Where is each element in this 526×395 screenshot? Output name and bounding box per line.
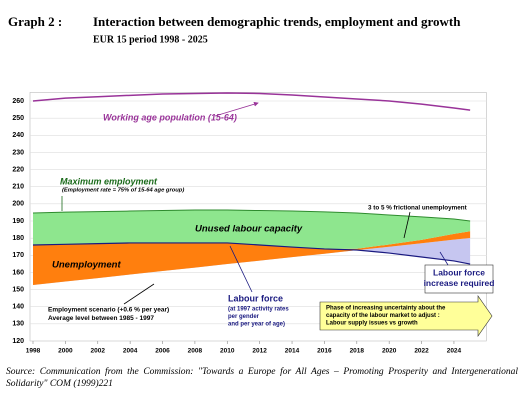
max-employment-line — [32, 209, 471, 222]
annotation: per gender — [228, 314, 260, 320]
y-tick-label: 260 — [12, 98, 24, 105]
x-tick-label: 2022 — [414, 348, 429, 355]
x-tick-label: 2014 — [285, 348, 300, 355]
annotations: Working age population (15-64) Maximum em… — [48, 112, 494, 327]
leader-line — [439, 251, 449, 266]
y-tick-label: 240 — [12, 132, 24, 139]
y-tick-label: 210 — [12, 184, 24, 191]
x-tick-label: 2008 — [188, 348, 203, 355]
x-tick-label: 2012 — [252, 348, 267, 355]
y-tick-label: 230 — [12, 149, 24, 156]
annotation: Labour force — [228, 293, 283, 303]
annotation: Unused labour capacity — [195, 224, 303, 235]
chart-label: Graph 2 : — [8, 14, 62, 29]
annotation: Labour force — [433, 267, 485, 277]
chart: Graph 2 : Interaction between demographi… — [8, 14, 494, 355]
y-tick-label: 180 — [12, 235, 24, 242]
plot-area: 120 130 140 150 160 170 180 190 200 210 220 230 240 2… — [12, 92, 487, 355]
x-tick-label: 2020 — [382, 348, 397, 355]
x-tick-label: 2000 — [58, 348, 73, 355]
y-tick-label: 170 — [12, 252, 24, 259]
annotation: (Employment rate = 75% of 15-64 age grou… — [62, 188, 184, 194]
annotation: Unemployment — [52, 260, 121, 271]
x-tick-label: 1998 — [26, 348, 41, 355]
annotation: (at 1997 activity rates — [228, 307, 289, 313]
annotation: 3 to 5 % frictional unemployment — [368, 205, 468, 212]
unused-capacity-area — [33, 210, 471, 249]
chart-title: Interaction between demographic trends, … — [93, 14, 461, 29]
y-tick-label: 250 — [12, 115, 24, 122]
annotation: capacity of the labour market to adjust … — [326, 313, 440, 319]
annotation: Average level between 1985 - 1997 — [48, 315, 154, 322]
x-tick-label: 2006 — [155, 348, 170, 355]
y-tick-label: 130 — [12, 321, 24, 328]
y-tick-label: 120 — [12, 338, 24, 345]
leader-line — [214, 101, 259, 117]
x-tick-label: 2010 — [220, 348, 235, 355]
x-tick-label: 2024 — [447, 348, 462, 355]
unemployment-area — [33, 231, 471, 285]
y-tick-label: 150 — [12, 286, 24, 293]
leader-line — [123, 283, 155, 305]
y-tick-label: 220 — [12, 166, 24, 173]
annotation: Working age population (15-64) — [103, 112, 237, 122]
decorations — [61, 101, 494, 337]
x-tick-label: 2002 — [91, 348, 106, 355]
annotation: increase required — [424, 278, 495, 288]
x-tick-label: 2016 — [317, 348, 332, 355]
annotation: Employment scenario (+0.6 % per year) — [48, 307, 169, 314]
y-tick-label: 160 — [12, 269, 24, 276]
y-tick-label: 190 — [12, 218, 24, 225]
chart-subtitle: EUR 15 period 1998 - 2025 — [93, 34, 208, 45]
annotation: Labour supply issues vs growth — [326, 321, 418, 327]
label-box — [424, 264, 494, 294]
annotation: Phase of increasing uncertainty about th… — [326, 306, 446, 312]
annotation: and per year of age) — [228, 322, 285, 328]
x-tick-label: 2018 — [350, 348, 365, 355]
leader-line — [403, 211, 411, 239]
y-tick-label: 140 — [12, 304, 24, 311]
x-tick-label: 2004 — [123, 348, 138, 355]
source-note: Source: Communication from the Commissio… — [6, 367, 518, 389]
y-tick-label: 200 — [12, 201, 24, 208]
leader-line — [229, 245, 253, 293]
labour-force-line — [32, 242, 471, 265]
annotation: Maximum employment — [60, 176, 158, 186]
population-line — [32, 92, 471, 111]
phase-arrow — [319, 295, 493, 337]
